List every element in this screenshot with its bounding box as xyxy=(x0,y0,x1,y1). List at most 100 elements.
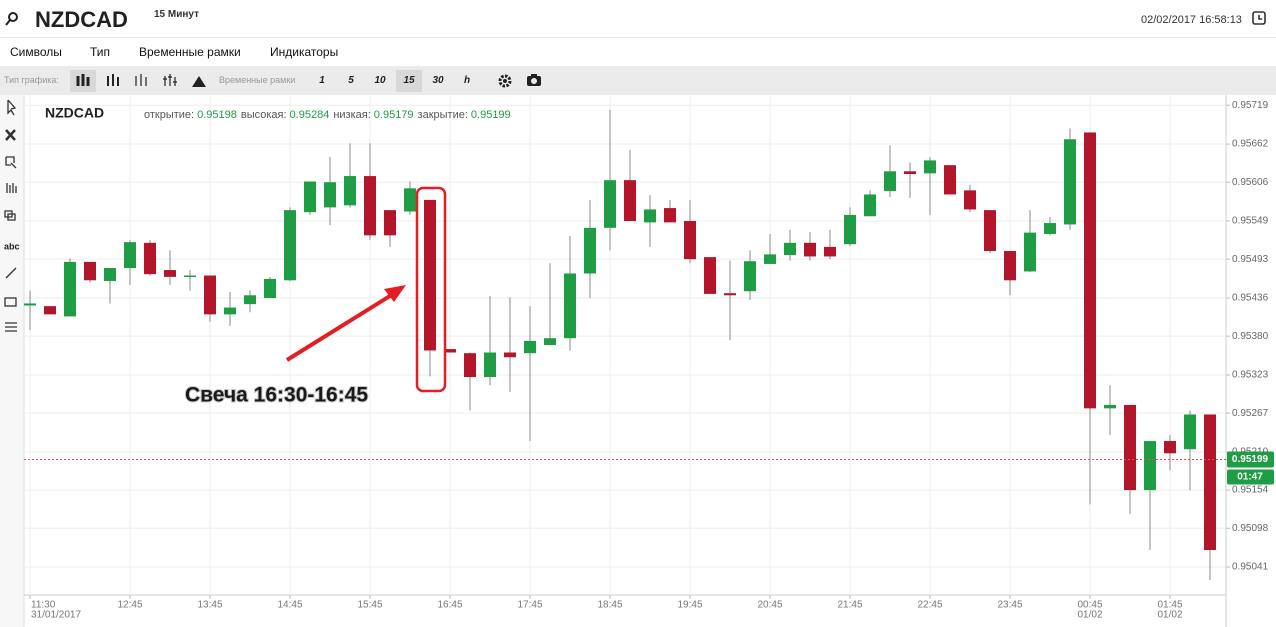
price-tag xyxy=(1227,451,1274,468)
candle-body xyxy=(44,306,56,315)
candle-body xyxy=(524,340,536,354)
candle-body xyxy=(644,209,656,223)
x-tick-label: 22:45 xyxy=(917,600,942,611)
candle-body xyxy=(244,295,256,305)
x-tick-label: 11:30 xyxy=(31,600,56,611)
x-tick-label: 12:45 xyxy=(117,600,142,611)
timeframe-button[interactable]: h xyxy=(463,75,471,86)
rect-tool[interactable] xyxy=(4,297,17,307)
candle-body xyxy=(324,182,336,208)
legend-value: 0.95199 xyxy=(471,109,511,121)
legend-label: закрытие: xyxy=(418,109,468,121)
clock-icon[interactable] xyxy=(1252,11,1266,25)
candle-body xyxy=(464,353,476,378)
candle-body xyxy=(824,246,836,257)
delete-tool[interactable] xyxy=(5,129,16,141)
ohlc-legend: открытие: 0.95198 высокая: 0.95284 низкая: 0.… xyxy=(144,109,511,121)
candle-body xyxy=(1004,250,1016,281)
candle-body xyxy=(944,165,956,195)
candle-body xyxy=(184,275,196,278)
candle-body xyxy=(984,210,996,251)
candle-body xyxy=(604,180,616,228)
candle-body xyxy=(1204,414,1216,551)
candle-body xyxy=(444,349,456,353)
settings-button[interactable] xyxy=(492,70,518,92)
search-icon[interactable] xyxy=(5,11,19,27)
text-tool[interactable]: abc xyxy=(4,241,20,251)
menu-item[interactable]: Тип xyxy=(90,45,111,59)
x-tick-label: 19:45 xyxy=(677,600,702,611)
x-tick-label: 20:45 xyxy=(757,600,782,611)
chart-type-button[interactable] xyxy=(157,70,183,92)
menu-item[interactable]: Индикаторы xyxy=(270,45,339,59)
x-tick-label: 16:45 xyxy=(437,600,462,611)
channel-tool[interactable] xyxy=(5,322,17,332)
candle-body xyxy=(484,352,496,378)
y-tick-label: 0.95154 xyxy=(1232,485,1269,496)
screenshot-button[interactable] xyxy=(521,70,547,92)
y-tick-label: 0.95549 xyxy=(1232,216,1269,227)
x-tick-label: 00:45 xyxy=(1077,600,1102,611)
y-tick-label: 0.95098 xyxy=(1232,523,1269,534)
y-tick-label: 0.95041 xyxy=(1232,562,1269,573)
candle-body xyxy=(724,293,736,296)
candles xyxy=(24,109,1216,581)
timeframe-button[interactable]: 1 xyxy=(319,75,325,86)
x-date-label: 01/02 xyxy=(1077,610,1102,621)
candle-body xyxy=(844,214,856,245)
arrow-shaft xyxy=(285,289,400,362)
candle-body xyxy=(24,303,36,306)
timeframe-button[interactable]: 5 xyxy=(348,75,354,86)
timeframe: 15 Минут xyxy=(154,9,199,20)
chart-type-button[interactable] xyxy=(186,70,212,92)
candle-body xyxy=(924,160,936,174)
y-tick-label: 0.95436 xyxy=(1232,293,1269,304)
candle-body xyxy=(764,254,776,264)
candle-body xyxy=(384,210,396,236)
candle-body xyxy=(224,307,236,315)
timeframe-button[interactable]: 15 xyxy=(396,70,422,92)
annotation: Свеча 16:30-16:45 xyxy=(185,384,368,407)
y-tick-label: 0.95719 xyxy=(1232,100,1269,111)
candle-body xyxy=(344,176,356,206)
x-tick-label: 01:45 xyxy=(1157,600,1182,611)
candle-body xyxy=(584,227,596,274)
candle-body xyxy=(784,242,796,256)
chart-type-button[interactable] xyxy=(100,70,126,92)
price-tag-label: 0.95199 xyxy=(1232,454,1269,465)
line-tool[interactable] xyxy=(5,267,17,279)
pointer-tool[interactable] xyxy=(7,99,17,116)
candle-body xyxy=(104,268,116,281)
timeframe-button[interactable]: 30 xyxy=(432,75,444,86)
legend-label: высокая: xyxy=(241,109,287,121)
candle-body xyxy=(864,194,876,217)
candle-body xyxy=(564,273,576,339)
chart-type-label: Тип графика: xyxy=(4,75,59,85)
menu-item[interactable]: Символы xyxy=(10,45,62,59)
copy-tool[interactable] xyxy=(4,210,16,221)
x-date-label: 31/01/2017 xyxy=(31,610,81,621)
x-tick-label: 21:45 xyxy=(837,600,862,611)
fib-tool[interactable] xyxy=(6,183,17,193)
legend-value: 0.95198 xyxy=(197,109,237,121)
toolbar: Тип графика: Временные рамки 1 5 10 15 3… xyxy=(0,66,1276,95)
grid xyxy=(24,95,1226,595)
x-tick-label: 23:45 xyxy=(997,600,1022,611)
y-tick-label: 0.95380 xyxy=(1232,331,1269,342)
candle-body xyxy=(1064,139,1076,225)
x-tick-label: 14:45 xyxy=(277,600,302,611)
zoom-tool[interactable] xyxy=(5,156,17,169)
symbol[interactable]: NZDCAD xyxy=(35,7,128,32)
candle-body xyxy=(1044,223,1056,234)
menu-item[interactable]: Временные рамки xyxy=(139,45,241,59)
candle-body xyxy=(124,242,136,269)
candle-body xyxy=(1164,441,1176,454)
candle-body xyxy=(684,221,696,260)
arrow-head xyxy=(384,285,406,302)
chart-type-button[interactable] xyxy=(128,70,154,92)
y-tick-label: 0.95323 xyxy=(1232,370,1269,381)
timeframe-button[interactable]: 10 xyxy=(374,75,386,86)
datetime: 02/02/2017 16:58:13 xyxy=(1141,14,1242,26)
countdown-tag xyxy=(1227,469,1274,485)
chart-type-button[interactable] xyxy=(70,70,96,92)
